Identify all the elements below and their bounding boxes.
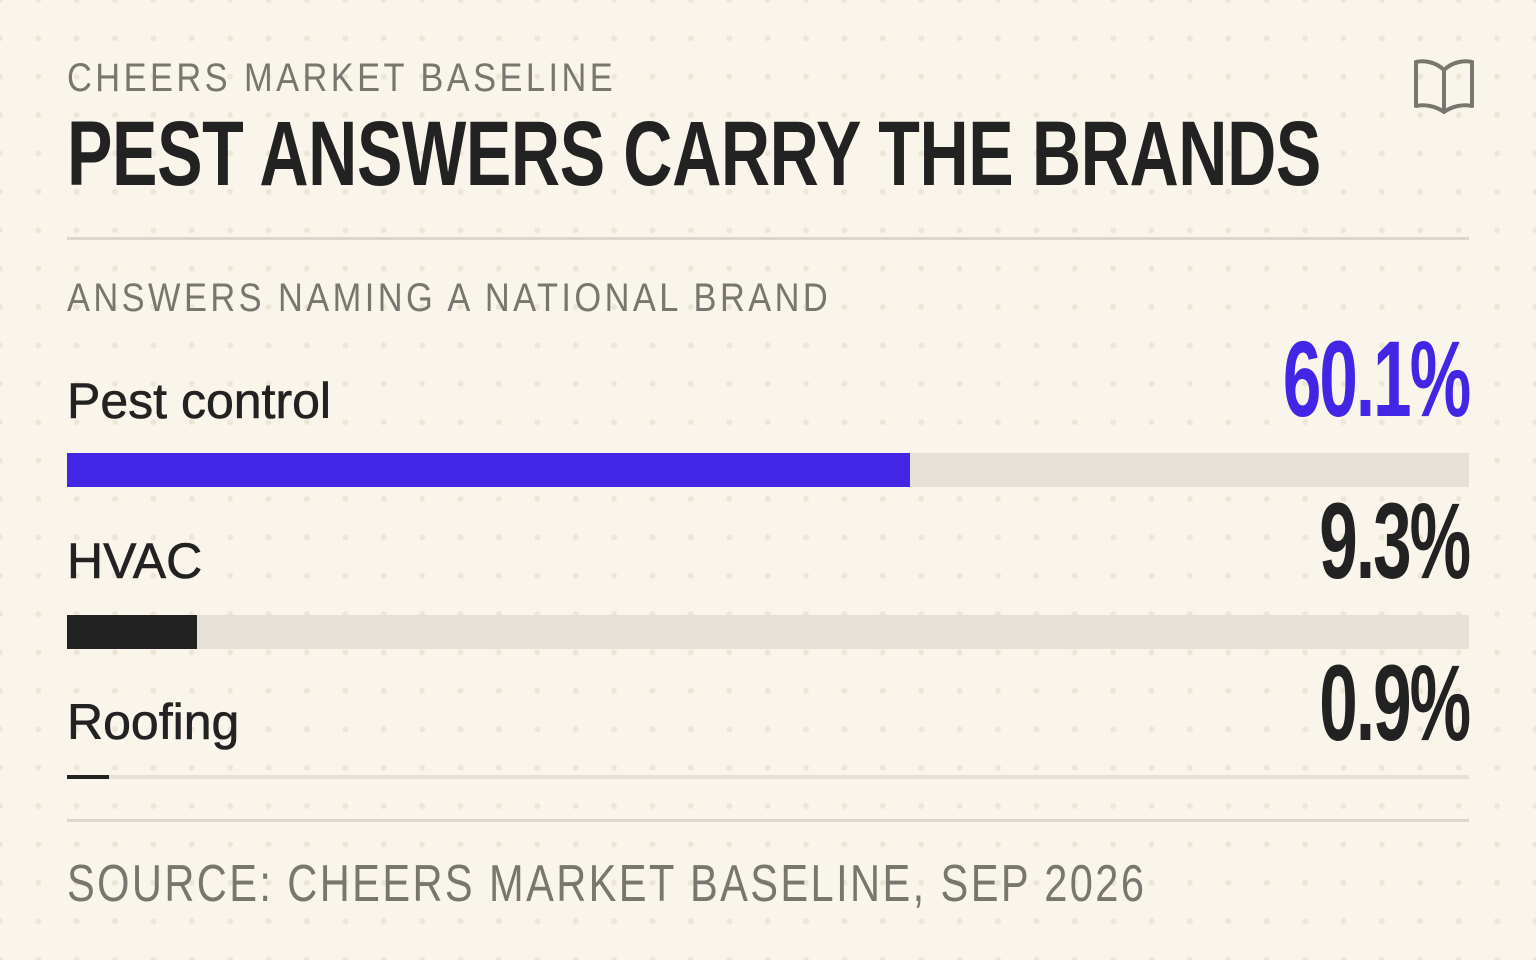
row-label-pest-control: Pest control — [67, 373, 332, 430]
bar-roofing — [67, 775, 109, 779]
row-value-pest-control: 60.1% — [1282, 318, 1471, 439]
bar-pest-control — [67, 453, 910, 487]
row-label-hvac: HVAC — [67, 533, 203, 590]
page-title: PEST ANSWERS CARRY THE BRANDS — [67, 103, 1321, 205]
bar-hvac — [67, 615, 198, 649]
source-note: SOURCE: CHEERS MARKET BASELINE, SEP 2026 — [67, 855, 1147, 913]
bar-track-roofing — [67, 775, 1469, 779]
eyebrow: CHEERS MARKET BASELINE — [67, 56, 617, 100]
top-divider — [67, 237, 1469, 240]
book-icon[interactable] — [1412, 56, 1476, 116]
row-value-roofing: 0.9% — [1319, 642, 1471, 763]
bar-track-hvac — [67, 615, 1469, 649]
row-value-hvac: 9.3% — [1319, 480, 1471, 601]
bar-track-pest-control — [67, 453, 1469, 487]
row-label-roofing: Roofing — [67, 694, 240, 751]
bottom-divider — [67, 819, 1469, 822]
chart-subtitle: ANSWERS NAMING A NATIONAL BRAND — [67, 276, 832, 320]
